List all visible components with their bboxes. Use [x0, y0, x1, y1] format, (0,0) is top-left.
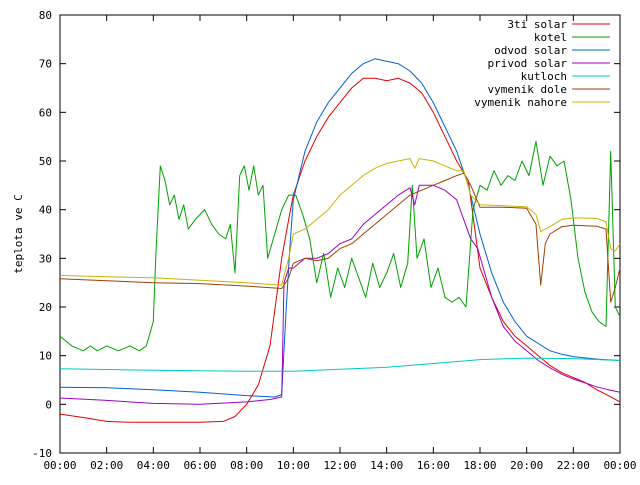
legend-label: vymenik nahore	[474, 96, 567, 109]
y-tick-label: 40	[39, 204, 52, 217]
y-axis-label: teplota ve C	[12, 194, 25, 273]
series-lines	[59, 58, 621, 423]
legend-label: 3ti solar	[507, 18, 567, 31]
x-tick-label: 02:00	[90, 459, 123, 472]
legend-label: odvod solar	[494, 44, 567, 57]
y-tick-label: 0	[45, 398, 52, 411]
x-axis-ticks: 00:00 02:00 04:00 06:00 08:00 10:00 12:00 14:00…	[43, 15, 637, 472]
legend-label: kutloch	[521, 70, 567, 83]
x-tick-label: 18:00	[463, 459, 496, 472]
x-tick-label: 22:00	[557, 459, 590, 472]
x-tick-label: 06:00	[183, 459, 216, 472]
legend-label: kotel	[534, 31, 567, 44]
series-line-3	[59, 58, 621, 398]
y-tick-label: 50	[39, 155, 52, 168]
x-tick-label: 00:00	[43, 459, 76, 472]
series-line-7	[59, 158, 621, 286]
x-tick-label: 14:00	[370, 459, 403, 472]
x-tick-label: 04:00	[137, 459, 170, 472]
x-tick-label: 12:00	[323, 459, 356, 472]
series-line-5	[59, 357, 621, 372]
y-tick-label: 30	[39, 252, 52, 265]
legend-label: privod solar	[488, 57, 568, 70]
y-tick-label: 20	[39, 301, 52, 314]
y-tick-label: -10	[32, 447, 52, 460]
x-tick-label: 08:00	[230, 459, 263, 472]
y-axis-ticks: -10 0 10 20 30 40 50 60 70 80	[32, 9, 620, 460]
x-tick-label: 16:00	[417, 459, 450, 472]
x-tick-label: 20:00	[510, 459, 543, 472]
y-tick-label: 10	[39, 350, 52, 363]
y-tick-label: 60	[39, 106, 52, 119]
y-tick-label: 80	[39, 9, 52, 22]
x-tick-label: 10:00	[277, 459, 310, 472]
series-line-1	[59, 77, 621, 423]
series-line-6	[59, 172, 621, 303]
y-tick-label: 70	[39, 58, 52, 71]
legend-label: vymenik dole	[488, 83, 567, 96]
series-line-4	[59, 184, 621, 405]
series-line-2	[59, 141, 621, 352]
x-tick-label: 00:00	[603, 459, 636, 472]
